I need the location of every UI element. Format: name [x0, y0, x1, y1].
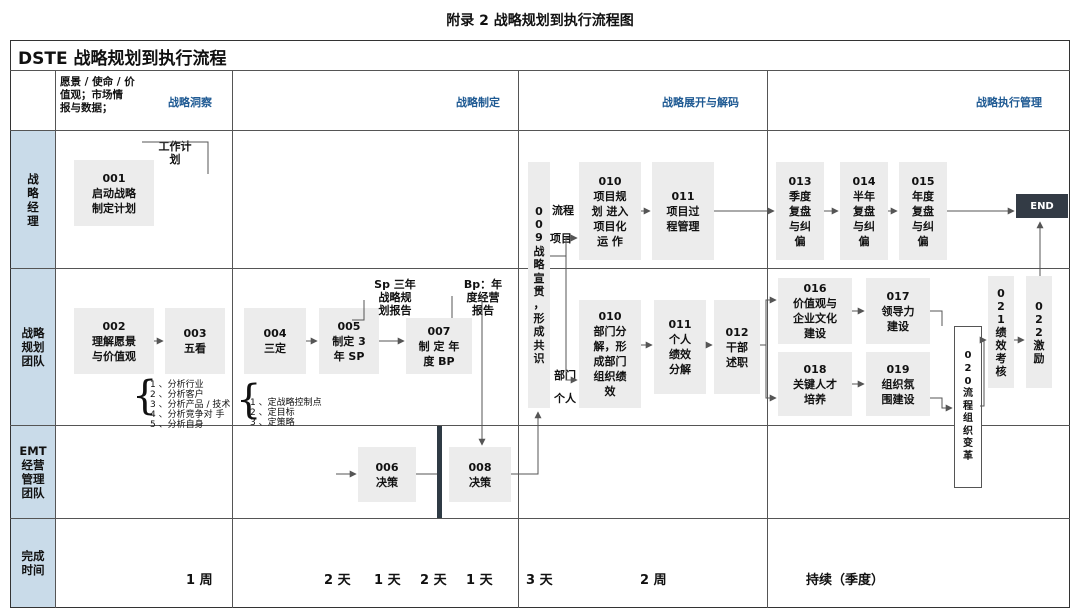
step-020: 0 2 0 流 程 组 织 变 革: [954, 326, 982, 488]
sp-report-bracket: [352, 300, 365, 321]
duration-006: 1 天: [374, 573, 401, 588]
step-010-dept: 010 部门分 解，形 成部门 组织绩 效: [579, 300, 641, 408]
arrow-008-009: [511, 411, 542, 475]
step-012: 012 干部 述职: [714, 300, 760, 394]
step-009: 0 0 9 战 略 宣 贯 ， 形 成 共 识: [528, 162, 550, 408]
label-person: 个人: [554, 392, 576, 405]
arrow-009-010a: [550, 234, 578, 257]
duration-004: 2 天: [324, 573, 351, 588]
grid-line: [55, 70, 56, 608]
step-005: 005 制定 3 年 SP: [319, 308, 379, 374]
step-016: 016 价值观与 企业文化 建设: [778, 278, 852, 344]
grid-line: [10, 425, 1070, 426]
grid-line: [232, 70, 233, 608]
arrow-019-020: [930, 397, 953, 412]
step-002: 002 理解愿景 与价值观: [74, 308, 154, 374]
bp-report-note: Bp：年 度经营 报告: [463, 278, 503, 317]
grid-line: [10, 130, 1070, 131]
step-010-project: 010 项目规 划 进入 项目化 运 作: [579, 162, 641, 260]
five-looks-list: 1 、分析行业 2 、分析客户 3 、分析产品 / 技术 4 、分析竞争对 手 …: [150, 380, 231, 430]
row-header-completion-time: 完成 时间: [11, 519, 55, 607]
label-dept: 部门: [554, 369, 576, 382]
left-brace-icon: {: [132, 373, 158, 419]
duration-008: 1 天: [466, 573, 493, 588]
step-011-project: 011 项目过 程管理: [652, 162, 714, 260]
duration-execution: 持续（季度）: [806, 573, 885, 588]
grid-line: [10, 70, 1070, 71]
diagram-title: DSTE 战略规划到执行流程: [18, 49, 227, 69]
step-017: 017 领导力 建设: [866, 278, 930, 344]
arrow-017-020: [930, 310, 943, 326]
step-006: 006 决策: [358, 447, 416, 502]
grid-line: [767, 70, 768, 608]
phase-execution: 战略执行管理: [976, 96, 1042, 109]
input-note: 愿景 / 使命 / 价 值观；市场情 报与数据；: [60, 76, 135, 114]
decision-bar: [437, 426, 442, 518]
step-007: 007 制 定 年 度 BP: [406, 318, 472, 374]
work-plan-note: 工作计 划: [158, 140, 192, 166]
arrow-012-016: [760, 296, 777, 346]
arrow-020-021: [979, 336, 987, 407]
duration-decoding: 2 周: [640, 573, 667, 588]
arrow-012-018: [765, 345, 777, 402]
phase-decoding: 战略展开与解码: [662, 96, 739, 109]
duration-007: 2 天: [420, 573, 447, 588]
step-015: 015 年度 复盘 与纠 偏: [899, 162, 947, 260]
step-018: 018 关键人才 培养: [778, 352, 852, 416]
label-flow: 流程: [552, 204, 574, 217]
step-004: 004 三定: [244, 308, 306, 374]
step-019: 019 组织氛 围建设: [866, 352, 930, 416]
three-sets-list: 1 、定战略控制点 2 、定目标 3 、定策略: [250, 398, 322, 428]
step-008: 008 决策: [449, 447, 511, 502]
diagram-frame: [10, 40, 1070, 608]
step-013: 013 季度 复盘 与纠 偏: [776, 162, 824, 260]
row-header-planning-team: 战略 规划 团队: [11, 269, 55, 425]
step-001: 001 启动战略 制定计划: [74, 160, 154, 226]
left-brace-icon: {: [236, 377, 262, 423]
sp-report-note: Sp 三年 战略规 划报告: [374, 278, 416, 317]
figure-caption: 附录 2 战略规划到执行流程图: [446, 13, 634, 29]
grid-line: [10, 518, 1070, 519]
step-011-personal: 011 个人 绩效 分解: [654, 300, 706, 394]
duration-insight: 1 周: [186, 573, 213, 588]
duration-009: 3 天: [526, 573, 553, 588]
step-014: 014 半年 复盘 与纠 偏: [840, 162, 888, 260]
end-terminal: END: [1016, 194, 1068, 218]
phase-insight: 战略洞察: [168, 96, 212, 109]
row-header-emt: EMT 经营 管理 团队: [11, 426, 55, 518]
step-021: 0 2 1 绩 效 考 核: [988, 276, 1014, 388]
grid-line: [518, 70, 519, 608]
phase-formulation: 战略制定: [456, 96, 500, 109]
row-header-strategy-manager: 战 略 经 理: [11, 131, 55, 268]
work-plan-bracket: [142, 141, 209, 174]
step-022: 0 2 2 激 励: [1026, 276, 1052, 388]
step-003: 003 五看: [165, 308, 225, 374]
arrow-009-010b: [550, 255, 578, 384]
